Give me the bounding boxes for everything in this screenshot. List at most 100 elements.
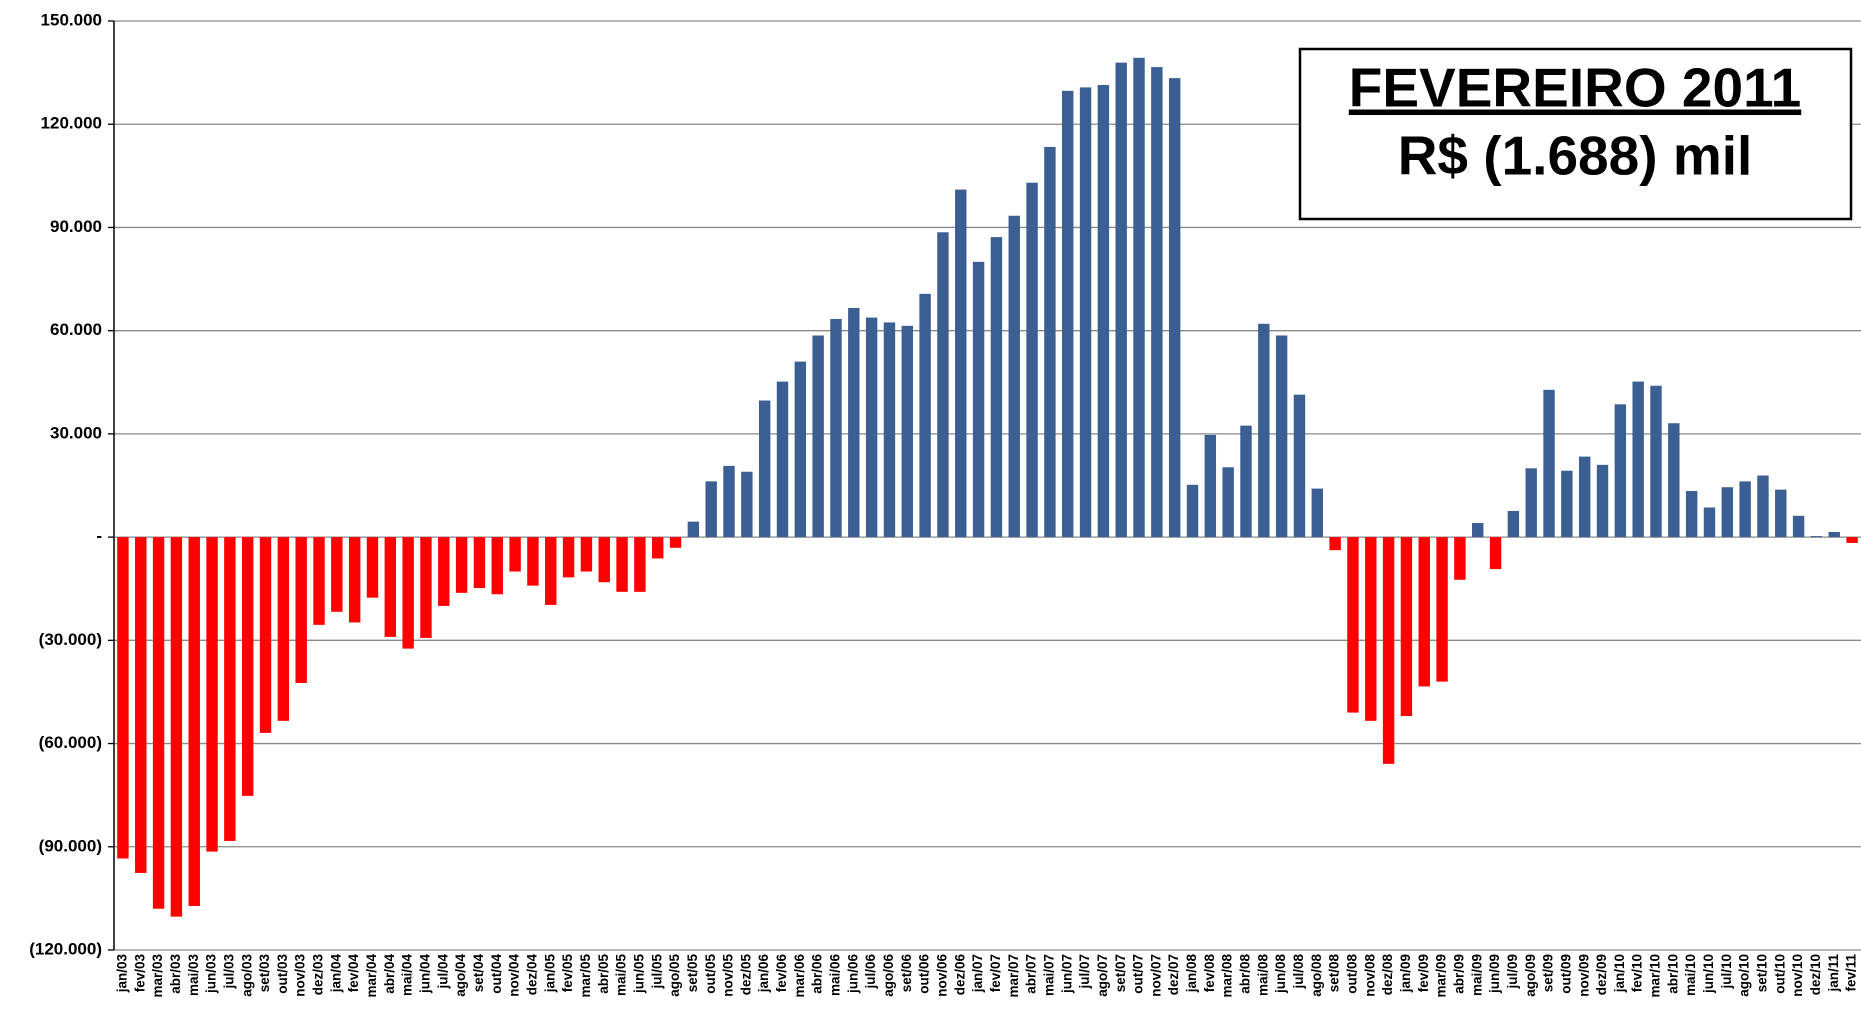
bar	[616, 537, 628, 592]
bar	[1810, 536, 1823, 538]
x-tick-label: nov/04	[507, 954, 522, 997]
bar	[1204, 434, 1217, 538]
bar	[1347, 537, 1359, 713]
bar	[1026, 182, 1038, 538]
bar	[1008, 215, 1020, 538]
bar	[313, 537, 325, 625]
x-tick-label: mai/07	[1041, 954, 1056, 996]
bar	[1400, 537, 1413, 717]
bar	[1115, 62, 1127, 538]
bar	[1311, 488, 1323, 538]
x-tick-label: mar/10	[1648, 954, 1663, 998]
bar	[1650, 385, 1662, 538]
bar	[1721, 487, 1734, 538]
bar	[1133, 57, 1145, 538]
bar	[652, 537, 664, 559]
y-tick-label: 60.000	[50, 320, 102, 339]
x-tick-label: jun/08	[1273, 954, 1288, 995]
bar	[170, 537, 183, 917]
x-tick-label: jul/03	[221, 954, 236, 990]
bar	[1258, 323, 1270, 538]
bar	[1525, 468, 1537, 538]
x-tick-label: ago/07	[1095, 954, 1110, 997]
x-tick-label: mar/09	[1434, 954, 1449, 998]
bar	[545, 537, 557, 605]
bar	[687, 521, 700, 538]
x-tick-label: set/03	[257, 954, 272, 993]
x-tick-label: ago/04	[453, 954, 468, 997]
x-tick-label: abr/03	[168, 954, 183, 994]
bar	[473, 537, 486, 589]
x-tick-label: abr/04	[382, 954, 397, 994]
bar	[1436, 537, 1448, 682]
x-tick-label: fev/11	[1844, 954, 1859, 992]
bar	[509, 537, 521, 572]
bar	[758, 400, 771, 538]
x-tick-label: abr/06	[810, 954, 825, 994]
bar	[527, 537, 539, 586]
x-tick-label: out/07	[1131, 954, 1146, 994]
x-tick-label: dez/05	[738, 954, 753, 996]
bar	[1757, 475, 1769, 538]
bar	[1792, 515, 1805, 538]
bar	[420, 537, 432, 638]
x-tick-label: jun/06	[845, 954, 860, 995]
bar	[152, 537, 165, 909]
x-tick-label: jan/09	[1398, 954, 1413, 993]
x-tick-label: set/06	[899, 954, 914, 993]
bar	[1044, 146, 1056, 538]
bar	[830, 318, 842, 538]
x-tick-label: jul/10	[1719, 954, 1734, 990]
x-tick-label: mai/03	[186, 954, 201, 997]
bar	[1151, 67, 1163, 538]
x-tick-label: nov/08	[1362, 954, 1377, 997]
bar	[794, 361, 807, 538]
bar	[295, 537, 307, 683]
bar	[1703, 507, 1716, 538]
bar	[669, 537, 682, 548]
x-tick-label: jun/04	[418, 954, 433, 995]
bar	[1846, 537, 1858, 543]
bar	[705, 481, 717, 538]
x-tick-label: dez/09	[1594, 954, 1609, 995]
bar	[224, 537, 236, 841]
x-tick-label: jul/05	[649, 954, 664, 990]
x-tick-label: fev/06	[774, 954, 789, 993]
bar	[598, 537, 610, 583]
x-tick-label: out/03	[275, 954, 290, 994]
x-tick-label: jan/03	[114, 954, 129, 994]
x-tick-label: fev/04	[346, 954, 361, 993]
x-tick-label: mai/05	[614, 954, 629, 997]
bar	[1828, 531, 1840, 538]
annotation-subtitle: R$ (1.688) mil	[1398, 125, 1753, 187]
bar	[1614, 404, 1627, 538]
x-tick-label: fev/10	[1630, 954, 1645, 992]
x-tick-label: nov/05	[721, 954, 736, 997]
x-tick-label: jun/10	[1701, 954, 1716, 994]
x-tick-label: abr/08	[1238, 954, 1253, 994]
bar	[491, 537, 503, 595]
bar	[1365, 537, 1377, 721]
x-tick-label: mar/04	[364, 954, 379, 998]
x-tick-label: ago/03	[239, 954, 254, 997]
x-tick-label: ago/10	[1737, 954, 1752, 997]
bar	[206, 537, 218, 852]
y-tick-label: (30.000)	[39, 630, 102, 649]
bar	[455, 537, 468, 593]
x-tick-label: nov/03	[293, 954, 308, 997]
bar	[259, 537, 272, 733]
x-tick-label: jan/05	[542, 954, 557, 994]
bar	[1275, 335, 1288, 538]
bar	[741, 471, 753, 538]
x-tick-label: set/09	[1541, 954, 1556, 992]
bar	[1097, 84, 1110, 538]
y-tick-label: (120.000)	[29, 939, 102, 958]
annotation-title: FEVEREIRO 2011	[1349, 57, 1801, 119]
y-tick-label: (60.000)	[39, 733, 102, 752]
x-tick-label: jul/09	[1505, 954, 1520, 990]
x-tick-label: mar/05	[578, 954, 593, 998]
bar	[1489, 537, 1502, 570]
annotation-box	[1298, 47, 1853, 221]
x-tick-label: mar/03	[150, 954, 165, 998]
